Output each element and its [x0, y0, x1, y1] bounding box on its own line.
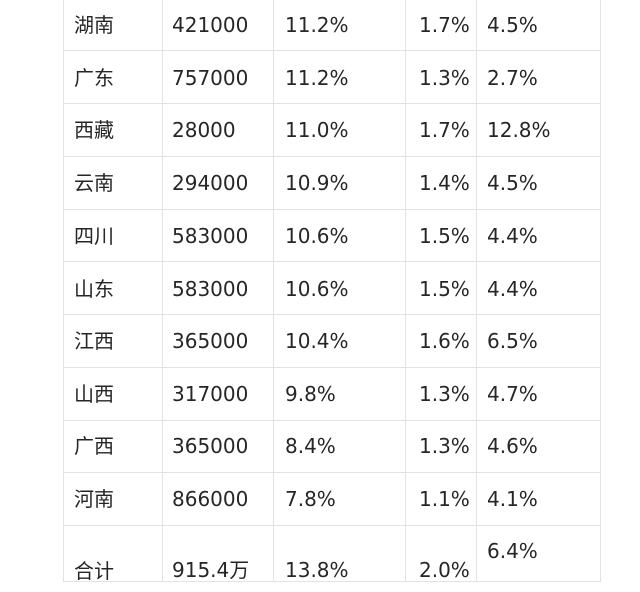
value-cell: 28000	[172, 118, 236, 142]
percent-cell: 4.4%	[487, 224, 538, 248]
row-divider	[63, 261, 601, 262]
percent-cell: 4.7%	[487, 382, 538, 406]
percent-cell: 1.7%	[419, 13, 470, 37]
row-divider	[63, 103, 601, 104]
row-divider	[63, 420, 601, 421]
column-divider	[600, 0, 601, 582]
percent-cell: 10.9%	[285, 171, 349, 195]
percent-cell: 10.6%	[285, 224, 349, 248]
region-cell: 湖南	[74, 13, 114, 37]
percent-cell: 1.3%	[419, 66, 470, 90]
total-value: 915.4万	[172, 558, 250, 582]
region-cell: 山东	[74, 277, 114, 301]
percent-cell: 8.4%	[285, 434, 336, 458]
percent-cell: 2.7%	[487, 66, 538, 90]
percent-cell: 10.4%	[285, 329, 349, 353]
total-percent: 13.8%	[285, 558, 349, 582]
percent-cell: 1.3%	[419, 434, 470, 458]
row-divider	[63, 367, 601, 368]
percent-cell: 4.6%	[487, 434, 538, 458]
percent-cell: 1.6%	[419, 329, 470, 353]
percent-cell: 11.2%	[285, 66, 349, 90]
row-divider	[63, 156, 601, 157]
region-cell: 广西	[74, 434, 114, 458]
total-percent: 6.4%	[487, 539, 538, 563]
region-cell: 云南	[74, 171, 114, 195]
row-divider	[63, 581, 601, 582]
percent-cell: 1.5%	[419, 277, 470, 301]
region-cell: 山西	[74, 382, 114, 406]
value-cell: 421000	[172, 13, 249, 37]
value-cell: 365000	[172, 329, 249, 353]
percent-cell: 7.8%	[285, 487, 336, 511]
percent-cell: 4.5%	[487, 171, 538, 195]
row-divider	[63, 525, 601, 526]
value-cell: 866000	[172, 487, 249, 511]
value-cell: 583000	[172, 224, 249, 248]
percent-cell: 1.4%	[419, 171, 470, 195]
total-label: 合计	[74, 559, 114, 583]
row-divider	[63, 472, 601, 473]
value-cell: 583000	[172, 277, 249, 301]
percent-cell: 9.8%	[285, 382, 336, 406]
region-cell: 河南	[74, 487, 114, 511]
region-cell: 广东	[74, 66, 114, 90]
total-percent: 2.0%	[419, 558, 470, 582]
percent-cell: 1.3%	[419, 382, 470, 406]
percent-cell: 1.1%	[419, 487, 470, 511]
percent-cell: 12.8%	[487, 118, 551, 142]
percent-cell: 4.5%	[487, 13, 538, 37]
value-cell: 365000	[172, 434, 249, 458]
percent-cell: 6.5%	[487, 329, 538, 353]
percent-cell: 1.5%	[419, 224, 470, 248]
percent-cell: 4.4%	[487, 277, 538, 301]
column-divider	[273, 0, 274, 582]
region-cell: 江西	[74, 329, 114, 353]
percent-cell: 11.0%	[285, 118, 349, 142]
region-cell: 四川	[74, 224, 114, 248]
value-cell: 294000	[172, 171, 249, 195]
column-divider	[63, 0, 64, 582]
row-divider	[63, 50, 601, 51]
value-cell: 317000	[172, 382, 249, 406]
column-divider	[162, 0, 163, 582]
percent-cell: 1.7%	[419, 118, 470, 142]
percent-cell: 4.1%	[487, 487, 538, 511]
value-cell: 757000	[172, 66, 249, 90]
region-cell: 西藏	[74, 118, 114, 142]
percent-cell: 10.6%	[285, 277, 349, 301]
column-divider	[476, 0, 477, 582]
row-divider	[63, 209, 601, 210]
row-divider	[63, 314, 601, 315]
column-divider	[405, 0, 406, 582]
percent-cell: 11.2%	[285, 13, 349, 37]
